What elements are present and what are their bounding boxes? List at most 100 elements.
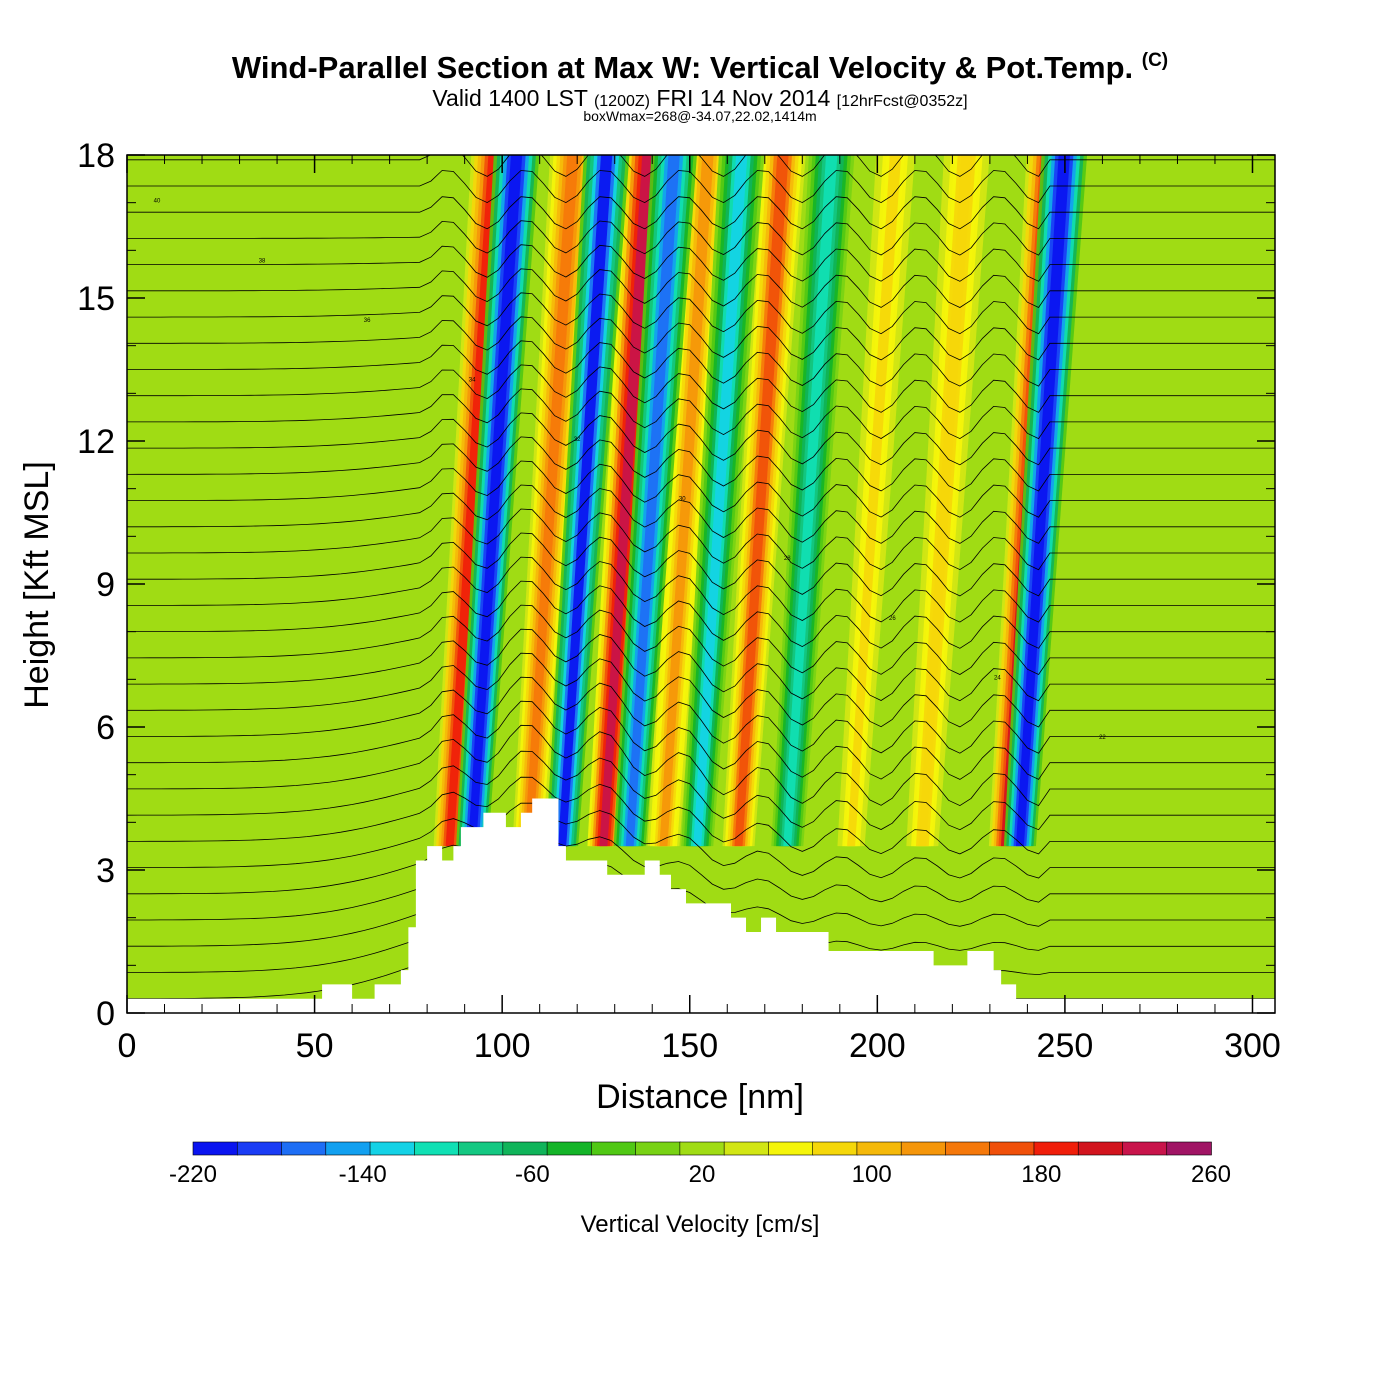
colorbar-swatch <box>369 1141 416 1156</box>
valid-prefix: Valid 1400 LST <box>432 85 588 111</box>
isentrope-line <box>127 460 1275 518</box>
x-tick-label: 50 <box>296 1027 334 1065</box>
colorbar-swatch <box>458 1141 504 1156</box>
x-axis-label: Distance [nm] <box>596 1078 804 1116</box>
updraft-band <box>847 155 902 847</box>
isentrope-line <box>127 580 1275 649</box>
colorbar-swatch <box>723 1141 770 1156</box>
isentrope-line <box>127 676 1275 754</box>
chart-title: Wind-Parallel Section at Max W: Vertical… <box>0 50 1400 86</box>
colorbar-swatch <box>591 1141 637 1156</box>
colorbar-swatch <box>900 1141 947 1156</box>
colorbar-label: Vertical Velocity [cm/s] <box>581 1211 820 1238</box>
isentrope-label: 38 <box>259 258 266 264</box>
x-tick-label: 0 <box>118 1027 137 1065</box>
updraft-band <box>659 155 714 847</box>
x-tick-label: 100 <box>474 1027 531 1065</box>
colorbar-swatch <box>856 1141 902 1156</box>
isentrope-line <box>127 364 1275 413</box>
y-tick-label: 18 <box>77 137 115 175</box>
y-tick-label: 3 <box>96 852 115 890</box>
isentrope-line <box>127 340 1275 387</box>
isentrope-line <box>127 508 1275 571</box>
colorbar-tick-label: 180 <box>1021 1161 1061 1188</box>
isentrope-line <box>127 292 1275 335</box>
y-tick-label: 0 <box>96 995 115 1033</box>
colorbar-swatch <box>502 1141 548 1156</box>
isentrope-line <box>127 316 1275 361</box>
isentrope-line <box>127 118 1275 150</box>
colorbar-tick-label: -60 <box>515 1161 550 1188</box>
isentrope-label: 40 <box>154 199 161 205</box>
x-tick-label: 300 <box>1224 1027 1281 1065</box>
copyright-mark: (C) <box>1141 50 1169 71</box>
valid-utc: (1200Z) <box>593 93 650 110</box>
colorbar-swatch <box>945 1141 991 1156</box>
isentrope-line <box>127 220 1275 256</box>
colorbar-swatch <box>635 1141 681 1156</box>
x-tick-label: 150 <box>661 1027 718 1065</box>
isentrope-label: 24 <box>994 675 1001 681</box>
colorbar-swatch <box>1122 1141 1168 1156</box>
box-wmax-info: boxWmax=268@-34.07,22.02,1414m <box>583 108 817 124</box>
downdraft-band <box>783 155 838 847</box>
isentrope-line <box>127 828 1275 903</box>
colorbar-swatch <box>812 1141 858 1156</box>
isentrope-label: 32 <box>574 437 581 443</box>
isentrope-line <box>127 170 1275 204</box>
isentrope-label: 36 <box>364 318 371 324</box>
colorbar-tick-label: -140 <box>339 1161 387 1188</box>
isentrope-line <box>127 854 1275 927</box>
colorbar-swatch <box>414 1141 460 1156</box>
colorbar-swatch <box>679 1141 725 1156</box>
downdraft-band <box>558 155 613 847</box>
colorbar-tick-label: -220 <box>169 1161 217 1188</box>
isentrope-line <box>127 196 1275 230</box>
x-tick-label: 250 <box>1037 1027 1094 1065</box>
downdraft-band <box>693 155 748 847</box>
downdraft-band <box>625 155 680 847</box>
isentrope-line <box>127 412 1275 466</box>
isentrope-line <box>127 532 1275 597</box>
isentrope-line <box>127 700 1275 780</box>
isentrope-line <box>127 628 1275 702</box>
y-tick-label: 6 <box>96 709 115 747</box>
isentrope-line <box>127 268 1275 309</box>
updraft-band <box>918 155 973 847</box>
isentrope-line <box>127 244 1275 282</box>
valid-time-line: Valid 1400 LST (1200Z) FRI 14 Nov 2014 [… <box>0 86 1400 114</box>
x-tick-label: 200 <box>849 1027 906 1065</box>
colorbar-swatch <box>325 1141 371 1156</box>
colorbar-swatch <box>281 1141 327 1156</box>
valid-date: FRI 14 Nov 2014 <box>656 85 831 111</box>
colorbar-swatch <box>1033 1141 1080 1156</box>
isentrope-line <box>127 724 1275 807</box>
colorbar-swatch <box>546 1141 593 1156</box>
isentrope-line <box>127 802 1275 879</box>
colorbar-swatch <box>236 1141 283 1156</box>
isentrope-label: 34 <box>469 377 476 383</box>
isentrope-line <box>127 750 1275 831</box>
isentrope-line <box>127 776 1275 855</box>
colorbar-swatch <box>1166 1141 1212 1156</box>
colorbar-swatch <box>1077 1141 1124 1156</box>
downdraft-band <box>468 155 523 847</box>
isentrope-line <box>127 388 1275 440</box>
y-tick-label: 15 <box>77 280 115 318</box>
colorbar-tick-label: 20 <box>689 1161 716 1188</box>
updraft-band <box>599 155 654 847</box>
downdraft-band <box>1015 155 1070 847</box>
colorbar-swatch <box>768 1141 814 1156</box>
y-axis-label: Height [Kft MSL] <box>18 461 56 709</box>
forecast-info: [12hrFcst@0352z] <box>836 93 968 110</box>
colorbar: -220 -140 -60 20 100 180 260 <box>169 1141 1231 1188</box>
colorbar-tick-label: 260 <box>1191 1161 1231 1188</box>
colorbar-swatch <box>989 1141 1035 1156</box>
y-tick-label: 9 <box>96 566 115 604</box>
isentrope-line <box>127 556 1275 623</box>
terrain-mask <box>127 798 1275 1013</box>
y-tick-label: 12 <box>77 423 115 461</box>
vertical-velocity-field <box>127 155 1275 1013</box>
isentrope-line <box>127 604 1275 676</box>
